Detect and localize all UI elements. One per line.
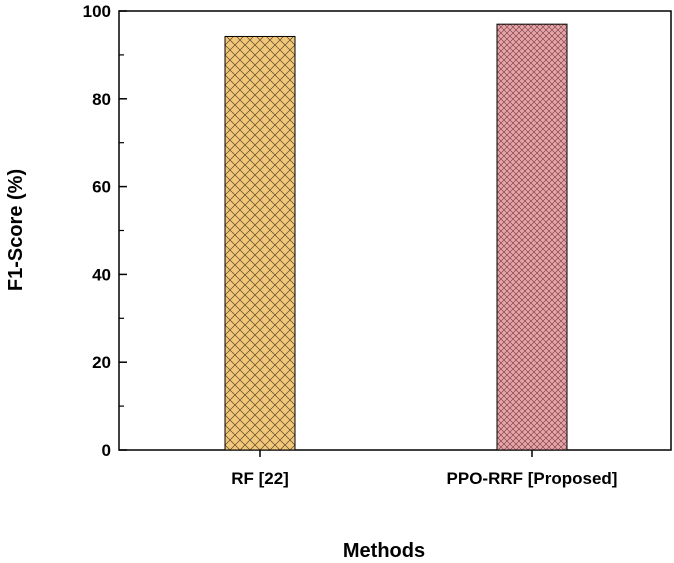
y-tick-label: 0 (102, 441, 111, 460)
x-axis-ticks: RF [22] PPO-RRF [Proposed] (231, 450, 617, 488)
bar-2 (496, 23, 568, 451)
y-tick-label: 60 (92, 178, 111, 197)
y-axis-title: F1-Score (%) (5, 169, 27, 291)
bars (224, 23, 568, 451)
y-tick-label: 20 (92, 353, 111, 372)
y-tick-label: 80 (92, 90, 111, 109)
y-axis-ticks: 0 20 40 60 80 100 (83, 2, 127, 460)
x-axis-title: Methods (343, 540, 425, 562)
plot-frame (118, 10, 672, 451)
y-tick-label: 100 (83, 2, 111, 21)
bar-1 (224, 35, 296, 451)
y-tick-label: 40 (92, 265, 111, 284)
x-tick-label: PPO-RRF [Proposed] (447, 469, 618, 488)
x-tick-label: RF [22] (231, 469, 289, 488)
